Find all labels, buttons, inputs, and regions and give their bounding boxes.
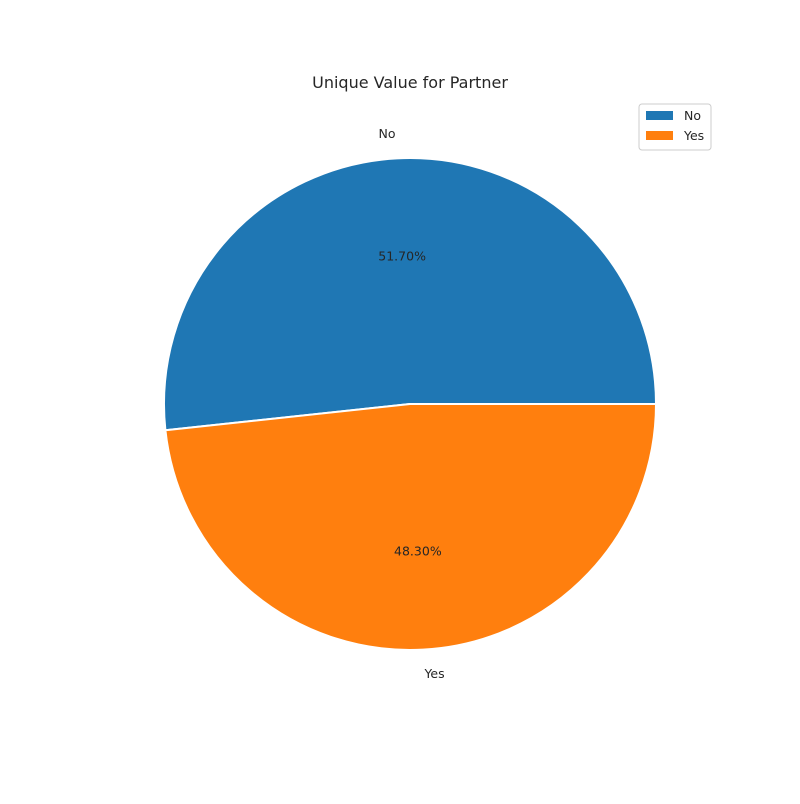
slice-label-yes: Yes <box>423 666 444 681</box>
pie-slice-yes <box>164 403 657 651</box>
legend-swatch-yes <box>646 131 673 140</box>
chart-title: Unique Value for Partner <box>312 73 508 92</box>
pie-percent-labels: 51.70% 48.30% <box>378 249 442 559</box>
legend-swatch-no <box>646 111 673 120</box>
pie-slices <box>163 157 657 651</box>
percent-label-yes: 48.30% <box>394 543 442 558</box>
legend-label-no: No <box>684 108 701 123</box>
percent-label-no: 51.70% <box>378 249 426 264</box>
pie-slice-labels: No Yes <box>379 126 445 681</box>
legend: No Yes <box>638 103 712 151</box>
pie-slice-no <box>163 157 657 432</box>
slice-label-no: No <box>379 126 396 141</box>
legend-label-yes: Yes <box>683 128 704 143</box>
